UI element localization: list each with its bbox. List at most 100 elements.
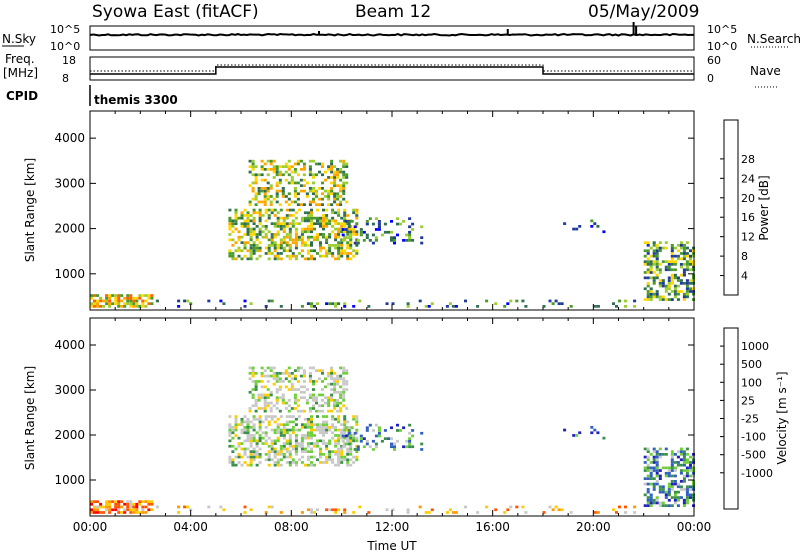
power-cell	[108, 296, 112, 300]
power-cell	[345, 181, 349, 185]
velocity-cell	[249, 463, 253, 467]
velocity-cell	[263, 399, 267, 402]
velocity-cell	[673, 461, 677, 464]
power-cell	[243, 305, 247, 308]
velocity-cell	[273, 428, 277, 432]
power-cell	[337, 208, 341, 212]
velocity-cell	[321, 404, 325, 408]
velocity-cell	[93, 508, 97, 512]
power-cell	[343, 252, 347, 255]
power-cell	[682, 298, 686, 301]
velocity-cell	[313, 511, 317, 514]
velocity-cell	[355, 415, 359, 418]
power-cell	[331, 216, 335, 220]
power-cell	[141, 305, 145, 308]
velocity-cell	[327, 372, 331, 375]
velocity-cell	[349, 434, 353, 437]
power-cell	[655, 268, 659, 272]
velocity-cell	[269, 366, 273, 370]
power-cell	[252, 208, 256, 212]
power-cell	[374, 228, 378, 231]
power-cell	[345, 200, 349, 204]
velocity-cell	[294, 447, 298, 451]
power-cell	[327, 197, 331, 201]
power-cell	[243, 222, 247, 226]
power-cell	[313, 257, 317, 261]
velocity-cell	[346, 420, 350, 424]
power-cell	[282, 216, 286, 220]
velocity-cell	[299, 396, 303, 399]
power-cell	[276, 230, 280, 234]
velocity-cell	[646, 504, 650, 507]
power-cell	[396, 233, 400, 237]
power-cell	[251, 162, 255, 166]
velocity-cell	[237, 436, 241, 440]
power-cell	[322, 227, 326, 231]
power-cell	[679, 257, 683, 261]
velocity-cell	[322, 453, 326, 456]
velocity-cell	[272, 374, 276, 378]
power-cell	[646, 295, 650, 299]
power-cell	[308, 159, 312, 163]
power-cell	[689, 249, 693, 253]
velocity-cell	[327, 401, 331, 405]
velocity-cell	[670, 461, 674, 464]
velocity-cell	[252, 417, 256, 421]
power-cell	[294, 216, 298, 220]
power-cell	[330, 168, 334, 171]
velocity-cell	[135, 511, 139, 514]
power-cell	[252, 216, 256, 220]
power-cell	[673, 273, 677, 277]
velocity-cell	[266, 404, 270, 408]
velocity-cell	[682, 504, 686, 507]
velocity-cell	[365, 429, 369, 432]
power-cell	[649, 265, 653, 269]
power-cell	[557, 302, 561, 306]
power-cell	[108, 299, 112, 303]
power-cell	[306, 249, 310, 253]
velocity-cell	[658, 474, 662, 478]
power-cell	[123, 302, 127, 306]
power-cell	[524, 305, 528, 308]
velocity-cell	[260, 393, 264, 397]
power-cell	[664, 290, 668, 293]
velocity-cell	[667, 482, 671, 486]
velocity-cell	[321, 369, 325, 372]
velocity-cell	[554, 505, 558, 509]
power-cell	[418, 299, 422, 303]
velocity-cell	[330, 369, 334, 372]
power-cell	[272, 159, 276, 163]
velocity-cell	[334, 439, 338, 443]
power-cell	[276, 222, 280, 226]
power-cell	[279, 241, 283, 245]
power-cell	[346, 244, 350, 247]
velocity-cell	[646, 496, 650, 499]
power-cell	[679, 265, 683, 269]
velocity-cell	[337, 436, 341, 440]
velocity-cell	[246, 420, 250, 424]
power-cell	[264, 252, 268, 255]
velocity-cell	[279, 444, 283, 448]
power-cell	[299, 159, 303, 163]
power-cell	[649, 298, 653, 301]
power-cell	[231, 230, 235, 234]
power-cell	[390, 236, 394, 240]
power-cell	[246, 241, 250, 245]
velocity-cell	[108, 500, 112, 503]
power-cell	[264, 235, 268, 239]
power-cell	[267, 299, 271, 303]
velocity-cell	[237, 444, 241, 448]
power-cell	[291, 225, 295, 228]
velocity-cell	[303, 463, 307, 467]
power-cell	[667, 265, 671, 269]
power-cell	[542, 305, 546, 308]
power-colorbar-tick: 28	[741, 153, 755, 166]
power-cell	[336, 192, 340, 196]
power-cell	[427, 305, 431, 308]
power-cell	[368, 239, 372, 242]
velocity-cell	[249, 436, 253, 440]
power-cell	[287, 181, 291, 185]
velocity-cell	[306, 426, 310, 429]
velocity-cell	[306, 420, 310, 424]
velocity-cell	[339, 374, 343, 378]
